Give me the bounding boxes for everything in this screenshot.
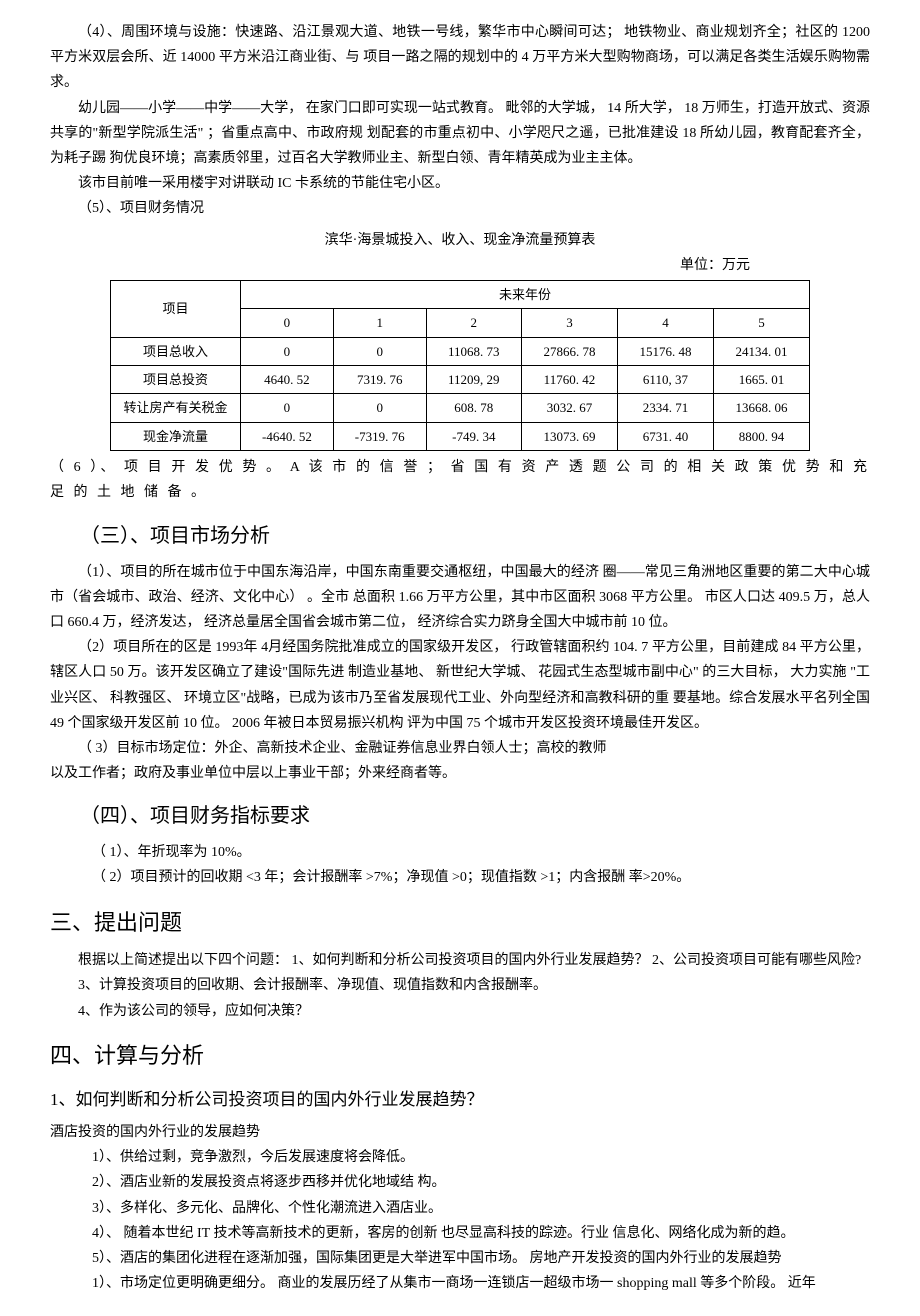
para-trend-4: 4）、 随着本世纪 IT 技术等高新技术的更新，客房的创新 也尽显高科技的踪迹。… (50, 1221, 870, 1246)
cell: 24134. 01 (713, 337, 809, 365)
header-future-years: 未来年份 (241, 280, 810, 308)
cell: -7319. 76 (333, 422, 426, 450)
cell: 27866. 78 (521, 337, 617, 365)
para-district: （2）项目所在的区是 1993年 4月经国务院批准成立的国家级开发区， 行政管辖… (50, 635, 870, 736)
para-hotel-trend-intro: 酒店投资的国内外行业的发展趋势 (50, 1120, 870, 1145)
table-title: 滨华·海景城投入、收入、现金净流量预算表 (50, 228, 870, 253)
para-city-location: （1）、项目的所在城市位于中国东海沿岸，中国东南重要交通枢纽，中国最大的经济 圈… (50, 560, 870, 636)
cell: 608. 78 (426, 394, 521, 422)
para-target-market-1: （ 3）目标市场定位：外企、高新技术企业、金融证券信息业界白领人士；高校的教师 (50, 736, 870, 761)
year-4: 4 (617, 309, 713, 337)
table-row: 现金净流量 -4640. 52 -7319. 76 -749. 34 13073… (111, 422, 810, 450)
year-1: 1 (333, 309, 426, 337)
para-dev-advantage: （ 6 ）、 项 目 开 发 优 势 。 A 该 市 的 信 誉 ； 省 国 有… (50, 455, 870, 505)
cell: 11209, 29 (426, 366, 521, 394)
cell: 13668. 06 (713, 394, 809, 422)
para-trend-2: 2）、酒店业新的发展投资点将逐步西移并优化地域结 构。 (50, 1170, 870, 1195)
para-ic-card: 该市目前唯一采用楼宇对讲联动 IC 卡系统的节能住宅小区。 (50, 171, 870, 196)
para-facilities: （4）、周围环境与设施：快速路、沿江景观大道、地铁一号线，繁华市中心瞬间可达； … (50, 20, 870, 96)
para-questions-3: 4、作为该公司的领导，应如何决策？ (50, 999, 870, 1024)
cell: 0 (241, 337, 334, 365)
row-label: 项目总投资 (111, 366, 241, 394)
section-4-title: （四）、项目财务指标要求 (50, 798, 870, 834)
cell: 4640. 52 (241, 366, 334, 394)
para-finance-heading: （5）、项目财务情况 (50, 196, 870, 221)
section-6-title: 四、计算与分析 (50, 1036, 870, 1076)
cell: 0 (333, 337, 426, 365)
table-row: 项目总收入 0 0 11068. 73 27866. 78 15176. 48 … (111, 337, 810, 365)
cell: 6731. 40 (617, 422, 713, 450)
year-3: 3 (521, 309, 617, 337)
para-trend-1: 1）、供给过剩，竞争激烈，今后发展速度将会降低。 (50, 1145, 870, 1170)
para-discount-rate: （ 1）、年折现率为 10%。 (50, 840, 870, 865)
cell: 1665. 01 (713, 366, 809, 394)
cell: -749. 34 (426, 422, 521, 450)
para-realestate-1: 1）、市场定位更明确更细分。 商业的发展历经了从集市一商场一连锁店一超级市场一 … (50, 1271, 870, 1296)
para-education: 幼儿园——小学——中学——大学， 在家门口即可实现一站式教育。 毗邻的大学城， … (50, 96, 870, 172)
cell: 3032. 67 (521, 394, 617, 422)
cell: 8800. 94 (713, 422, 809, 450)
section-3-title: （三）、项目市场分析 (50, 518, 870, 554)
row-label: 现金净流量 (111, 422, 241, 450)
subsection-1-title: 1、如何判断和分析公司投资项目的国内外行业发展趋势？ (50, 1085, 870, 1116)
table-unit: 单位：万元 (50, 253, 750, 278)
row-label: 转让房产有关税金 (111, 394, 241, 422)
cell: -4640. 52 (241, 422, 334, 450)
year-5: 5 (713, 309, 809, 337)
year-2: 2 (426, 309, 521, 337)
cell: 7319. 76 (333, 366, 426, 394)
cell: 6110, 37 (617, 366, 713, 394)
para-trend-5: 5）、酒店的集团化进程在逐渐加强，国际集团更是大举进军中国市场。 房地产开发投资… (50, 1246, 870, 1271)
table-header-row-1: 项目 未来年份 (111, 280, 810, 308)
cell: 2334. 71 (617, 394, 713, 422)
budget-table: 项目 未来年份 0 1 2 3 4 5 项目总收入 0 0 11068. 73 … (110, 280, 810, 451)
header-project: 项目 (111, 280, 241, 337)
cell: 0 (241, 394, 334, 422)
para-trend-3: 3）、多样化、多元化、品牌化、个性化潮流进入酒店业。 (50, 1196, 870, 1221)
table-row: 项目总投资 4640. 52 7319. 76 11209, 29 11760.… (111, 366, 810, 394)
cell: 0 (333, 394, 426, 422)
cell: 11760. 42 (521, 366, 617, 394)
para-target-market-2: 以及工作者；政府及事业单位中层以上事业干部；外来经商者等。 (50, 761, 870, 786)
table-row: 转让房产有关税金 0 0 608. 78 3032. 67 2334. 71 1… (111, 394, 810, 422)
cell: 15176. 48 (617, 337, 713, 365)
cell: 13073. 69 (521, 422, 617, 450)
para-questions-1: 根据以上简述提出以下四个问题： 1、如何判断和分析公司投资项目的国内外行业发展趋… (50, 948, 870, 973)
para-questions-2: 3、计算投资项目的回收期、会计报酬率、净现值、现值指数和内含报酬率。 (50, 973, 870, 998)
section-5-title: 三、提出问题 (50, 903, 870, 943)
para-project-estimate: （ 2）项目预计的回收期 <3 年；会计报酬率 >7%；净现值 >0；现值指数 … (50, 865, 870, 890)
cell: 11068. 73 (426, 337, 521, 365)
row-label: 项目总收入 (111, 337, 241, 365)
year-0: 0 (241, 309, 334, 337)
